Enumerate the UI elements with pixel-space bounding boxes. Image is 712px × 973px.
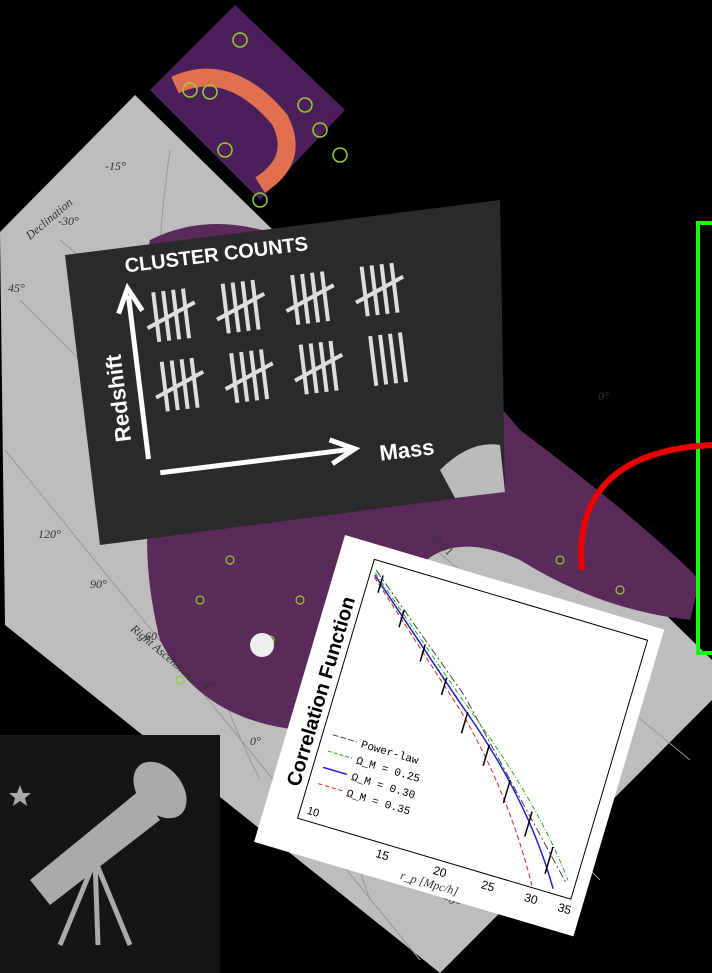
arrow — [578, 442, 712, 571]
error-bars — [377, 575, 554, 874]
heatmap-circles — [182, 32, 348, 208]
curve — [374, 572, 569, 881]
curve — [375, 570, 566, 883]
ra-tick: 120° — [38, 527, 61, 541]
ra-tick: 0° — [250, 734, 261, 748]
dec-tick: 45° — [8, 281, 25, 295]
ra-tick: 30° — [199, 679, 217, 693]
heatmap — [150, 5, 345, 200]
plot-frame — [296, 558, 649, 900]
x-tick: 15 — [374, 846, 391, 863]
tally-marks — [146, 262, 409, 412]
x-arrow — [159, 437, 361, 476]
x-tick: 20 — [432, 863, 449, 880]
ra-tick: 90° — [90, 577, 107, 591]
curve — [374, 574, 554, 889]
highlight-box — [696, 221, 712, 655]
mask-hole — [250, 633, 274, 657]
ra-tick: 60° — [145, 629, 162, 643]
dec-tick: -30° — [58, 214, 79, 228]
correlation-plot: Correlation Function 10 15 20 25 30 35 r… — [254, 535, 665, 937]
chalkboard-content: CLUSTER COUNTS Redshift Mass — [101, 233, 436, 476]
dec-tick: -15° — [105, 159, 126, 173]
x-tick: 25 — [479, 877, 496, 894]
heatmap-feature — [171, 68, 296, 193]
x-tick: 35 — [556, 900, 573, 917]
x-tick: 30 — [523, 890, 540, 907]
y-tick: 10 — [305, 805, 320, 820]
dec-tick: 0° — [598, 389, 609, 403]
telescope-icon — [9, 761, 187, 946]
hand — [440, 444, 505, 498]
y-arrow — [116, 282, 151, 460]
